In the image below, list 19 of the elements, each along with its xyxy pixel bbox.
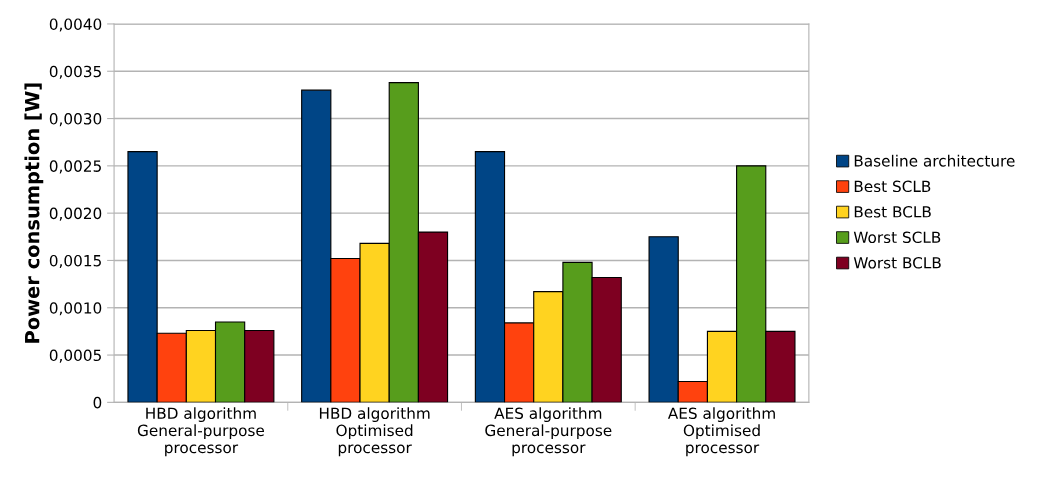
y-tick-label: 0,0020 (49, 207, 102, 221)
y-tick-label: 0,0015 (49, 254, 101, 269)
y-tick-label: 0 (93, 396, 102, 409)
y-tick-label: 0,0040 (49, 18, 102, 32)
y-axis-title: Power consumption [W] (24, 83, 44, 343)
legend-label: Best BCLB (854, 206, 931, 218)
y-tick-label: 0,0035 (49, 65, 101, 79)
legend-label: Baseline architecture (854, 154, 1015, 167)
x-tick-label: HBD algorithm General-purpose processor (137, 407, 264, 457)
y-tick-label: 0,0010 (49, 302, 102, 316)
legend-label: Worst SCLB (853, 231, 941, 244)
x-tick-label: HBD algorithm Optimised processor (319, 407, 430, 457)
y-tick-label: 0,0030 (49, 113, 102, 127)
y-tick-label: 0,0005 (49, 349, 101, 363)
y-tick-label: 0,0025 (49, 160, 101, 174)
x-tick-label: AES algorithm General-purpose processor (485, 407, 612, 457)
legend-label: Worst BCLB (853, 256, 941, 269)
x-tick-label: AES algorithm Optimised processor (667, 407, 775, 457)
legend-label: Best SCLB (854, 180, 931, 193)
